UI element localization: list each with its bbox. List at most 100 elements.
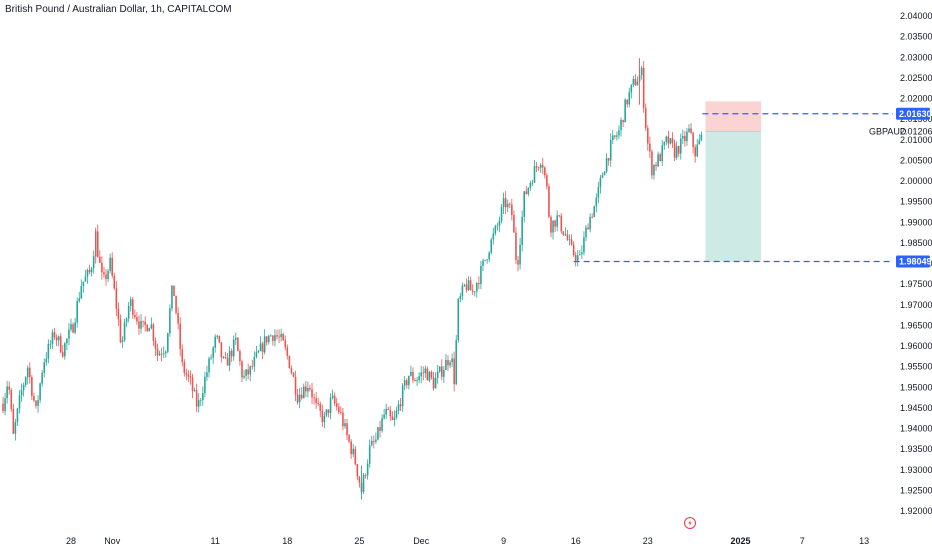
candle-body (537, 167, 540, 169)
candle-body (655, 164, 657, 167)
candle-body (535, 166, 538, 168)
candle-body (53, 332, 56, 338)
candle-body (368, 445, 371, 464)
candle-body (294, 376, 297, 395)
candle-body (286, 347, 289, 356)
candle-body (169, 308, 171, 334)
candle-body (125, 318, 128, 323)
candle-body (480, 265, 482, 285)
candle-body (96, 231, 99, 257)
candle-body (500, 206, 503, 221)
candle-body (325, 409, 328, 416)
candle-body (313, 397, 315, 399)
candle-body (618, 130, 620, 136)
candle-body (348, 435, 350, 442)
candle-body (237, 337, 239, 352)
candle-body (263, 336, 266, 353)
candle-body (498, 220, 501, 226)
time-tick-label: 25 (354, 536, 364, 546)
candle-body (426, 368, 429, 381)
candle-body (568, 239, 571, 241)
candle-body (482, 260, 484, 266)
candle-body (245, 369, 247, 376)
candle-body (659, 154, 661, 162)
candle-body (107, 270, 109, 280)
candle-body (76, 301, 78, 323)
candle-body (167, 333, 169, 352)
price-label-badge (896, 255, 930, 268)
candle-body (381, 418, 383, 431)
candle-body (471, 290, 474, 292)
candle-body (597, 186, 600, 198)
candle-body (647, 128, 649, 144)
candle-body (212, 347, 214, 358)
candle-body (49, 343, 52, 345)
candle-body (12, 408, 15, 434)
candle-body (2, 403, 4, 412)
candle-body (356, 464, 359, 477)
candle-body (630, 84, 633, 93)
candle-body (92, 256, 95, 269)
candle-body (397, 404, 400, 411)
candle-body (513, 214, 515, 233)
candle-body (558, 215, 561, 217)
candle-body (461, 285, 464, 296)
candle-body (140, 320, 142, 329)
candles-layer (2, 58, 703, 500)
candle-body (226, 357, 229, 366)
candle-body (653, 164, 655, 176)
candle-body (422, 372, 425, 374)
price-tick-label: 1.94500 (900, 403, 932, 413)
candle-body (677, 146, 680, 154)
candle-body (181, 349, 184, 363)
candle-body (261, 343, 264, 353)
candle-body (247, 369, 249, 375)
candle-body (420, 372, 422, 377)
candle-body (333, 395, 336, 404)
price-tick-label: 2.00500 (900, 155, 932, 165)
candle-body (698, 140, 701, 145)
candle-body (651, 151, 653, 176)
candle-body (352, 448, 355, 455)
candle-body (272, 335, 274, 341)
candle-body (583, 237, 585, 253)
candle-body (579, 254, 581, 256)
candle-body (216, 335, 219, 337)
candle-body (663, 141, 666, 146)
candle-body (377, 427, 379, 440)
candle-body (86, 269, 89, 277)
candle-body (321, 410, 324, 423)
time-tick-label: 23 (643, 536, 653, 546)
candle-body (531, 182, 534, 184)
candle-body (379, 427, 381, 431)
candle-body (408, 375, 410, 386)
candle-body (175, 296, 177, 313)
candle-body (109, 257, 111, 271)
candle-body (241, 361, 243, 378)
candle-body (628, 92, 631, 105)
candle-body (572, 244, 575, 255)
candle-body (154, 340, 157, 349)
candle-body (375, 439, 377, 442)
candle-body (342, 412, 344, 427)
price-tick-label: 1.92500 (900, 485, 932, 495)
candle-body (445, 360, 447, 370)
candle-body (292, 372, 295, 377)
candle-body (68, 329, 70, 339)
candle-body (529, 182, 532, 188)
candle-body (434, 377, 437, 389)
candle-body (35, 400, 37, 406)
candle-body (690, 128, 692, 133)
candle-body (41, 372, 43, 384)
candle-body (39, 383, 41, 401)
candle-body (72, 324, 74, 333)
candle-body (370, 440, 373, 446)
time-tick-label: 2025 (730, 536, 750, 546)
candle-body (546, 175, 548, 187)
candle-body (416, 380, 418, 382)
candle-body (311, 389, 313, 398)
candle-body (550, 216, 552, 233)
candle-body (624, 99, 626, 123)
